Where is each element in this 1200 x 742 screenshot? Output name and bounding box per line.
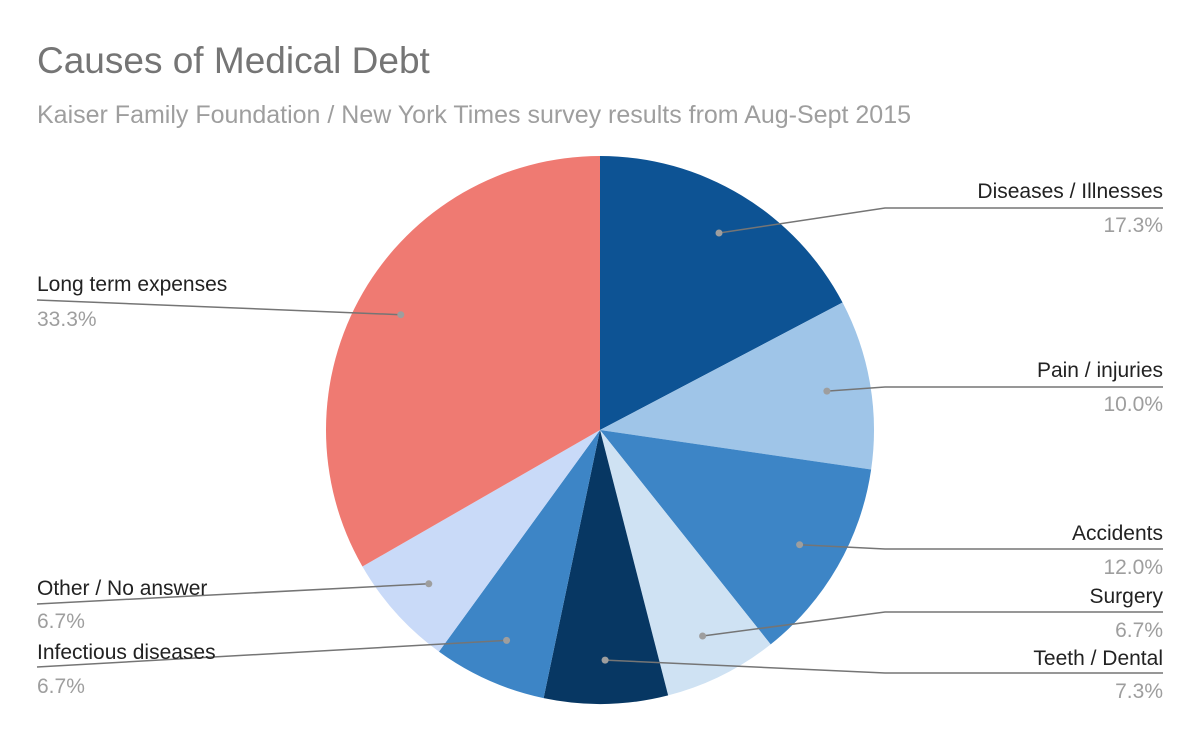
leader-line-diseases-illnesses [718, 207, 1163, 234]
pie-slice-infectious-diseases [438, 430, 600, 699]
slice-value-long-term-expenses: 33.3% [37, 308, 97, 331]
pie-slice-accidents [600, 430, 872, 645]
slice-label-other-no-answer: Other / No answer [37, 577, 207, 600]
leader-lines [36, 207, 1163, 674]
slice-value-surgery: 6.7% [1115, 619, 1163, 642]
leader-dot-diseases-illnesses [715, 229, 723, 237]
slice-label-diseases-illnesses: Diseases / Illnesses [977, 180, 1163, 203]
slice-value-other-no-answer: 6.7% [37, 610, 85, 633]
slice-value-diseases-illnesses: 17.3% [1103, 214, 1163, 237]
slice-label-accidents: Accidents [1072, 522, 1163, 545]
slice-labels: Diseases / Illnesses 17.3% Pain / injuries… [37, 180, 1163, 703]
slice-label-pain-injuries: Pain / injuries [1037, 359, 1163, 382]
leader-dot-accidents [796, 541, 804, 549]
chart-title: Causes of Medical Debt [37, 40, 430, 81]
leader-dot-surgery [699, 632, 707, 640]
leader-line-surgery [702, 611, 1163, 637]
pie-slice-pain-injuries [600, 302, 874, 470]
leader-line-pain-injuries [826, 386, 1163, 392]
leader-dot-teeth-dental [601, 656, 609, 664]
slice-value-accidents: 12.0% [1103, 556, 1163, 579]
pie-slice-diseases-illnesses [600, 156, 843, 430]
pie-slice-long-term-expenses [325, 156, 600, 567]
pie-slice-teeth-dental [543, 430, 669, 704]
leader-line-long-term-expenses [36, 299, 401, 316]
slice-label-infectious-diseases: Infectious diseases [37, 641, 216, 664]
leader-line-other-no-answer [36, 583, 429, 605]
slice-label-surgery: Surgery [1089, 585, 1163, 608]
leader-dot-pain-injuries [823, 387, 831, 395]
leader-line-infectious-diseases [36, 639, 507, 668]
pie-slice-surgery [600, 430, 771, 696]
leader-line-teeth-dental [605, 659, 1163, 674]
chart-subtitle: Kaiser Family Foundation / New York Time… [37, 101, 911, 129]
leader-dot-other-no-answer [425, 580, 433, 588]
leader-line-accidents [799, 543, 1163, 550]
slice-value-pain-injuries: 10.0% [1103, 393, 1163, 416]
leader-dot-infectious-diseases [503, 636, 511, 644]
pie-slice-other-no-answer [362, 430, 600, 652]
slice-value-teeth-dental: 7.3% [1115, 680, 1163, 703]
slice-label-teeth-dental: Teeth / Dental [1033, 647, 1163, 670]
slice-value-infectious-diseases: 6.7% [37, 675, 85, 698]
pie-slices [325, 156, 874, 704]
leader-dot-long-term-expenses [397, 311, 405, 319]
slice-label-long-term-expenses: Long term expenses [37, 273, 227, 296]
